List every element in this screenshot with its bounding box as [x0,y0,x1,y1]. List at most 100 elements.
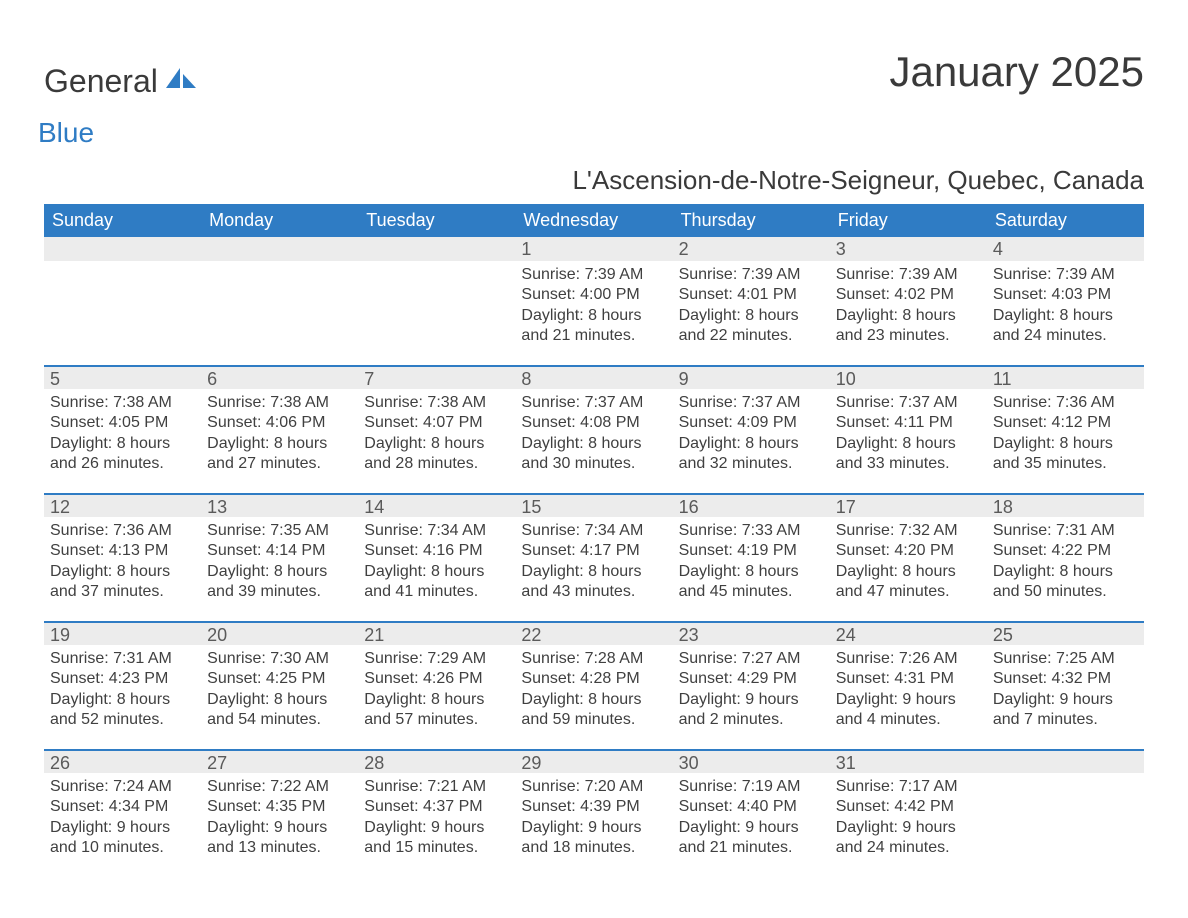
day-content: Sunrise: 7:36 AMSunset: 4:12 PMDaylight:… [987,389,1144,475]
day-number: 11 [987,365,1144,389]
day-content: Sunrise: 7:28 AMSunset: 4:28 PMDaylight:… [515,645,672,731]
day-number: 3 [830,237,987,261]
calendar-day-cell: 23Sunrise: 7:27 AMSunset: 4:29 PMDayligh… [673,621,830,749]
daylight-line-2: and 21 minutes. [521,326,666,346]
sunset-line: Sunset: 4:35 PM [207,797,352,817]
calendar-day-cell: 24Sunrise: 7:26 AMSunset: 4:31 PMDayligh… [830,621,987,749]
sunrise-line: Sunrise: 7:38 AM [50,393,195,413]
daylight-line-1: Daylight: 9 hours [207,818,352,838]
sunset-line: Sunset: 4:01 PM [679,285,824,305]
calendar-page: General Blue January 2025 L'Ascension-de… [0,0,1188,918]
sunrise-line: Sunrise: 7:17 AM [836,777,981,797]
daylight-line-1: Daylight: 8 hours [50,434,195,454]
daylight-line-2: and 30 minutes. [521,454,666,474]
calendar-day-cell: 10Sunrise: 7:37 AMSunset: 4:11 PMDayligh… [830,365,987,493]
day-number: 4 [987,237,1144,261]
calendar-day-cell: 20Sunrise: 7:30 AMSunset: 4:25 PMDayligh… [201,621,358,749]
calendar-day-cell: 6Sunrise: 7:38 AMSunset: 4:06 PMDaylight… [201,365,358,493]
sunrise-line: Sunrise: 7:32 AM [836,521,981,541]
day-content: Sunrise: 7:38 AMSunset: 4:06 PMDaylight:… [201,389,358,475]
weekday-header: Saturday [987,204,1144,237]
calendar-week-row: 19Sunrise: 7:31 AMSunset: 4:23 PMDayligh… [44,621,1144,749]
day-number: 8 [515,365,672,389]
logo: General Blue [44,48,200,147]
weekday-header: Friday [830,204,987,237]
weekday-header: Sunday [44,204,201,237]
calendar-day-cell: 13Sunrise: 7:35 AMSunset: 4:14 PMDayligh… [201,493,358,621]
sunrise-line: Sunrise: 7:39 AM [836,265,981,285]
day-content: Sunrise: 7:34 AMSunset: 4:16 PMDaylight:… [358,517,515,603]
day-number: 20 [201,621,358,645]
sunset-line: Sunset: 4:31 PM [836,669,981,689]
calendar-table: SundayMondayTuesdayWednesdayThursdayFrid… [44,204,1144,877]
daylight-line-1: Daylight: 8 hours [521,434,666,454]
logo-text-wrap: General Blue [44,64,200,147]
calendar-week-row: 1Sunrise: 7:39 AMSunset: 4:00 PMDaylight… [44,237,1144,365]
daylight-line-2: and 22 minutes. [679,326,824,346]
day-content: Sunrise: 7:39 AMSunset: 4:00 PMDaylight:… [515,261,672,347]
day-number: 7 [358,365,515,389]
sunrise-line: Sunrise: 7:27 AM [679,649,824,669]
day-number: 24 [830,621,987,645]
daylight-line-2: and 13 minutes. [207,838,352,858]
day-content: Sunrise: 7:36 AMSunset: 4:13 PMDaylight:… [44,517,201,603]
calendar-day-cell: 21Sunrise: 7:29 AMSunset: 4:26 PMDayligh… [358,621,515,749]
daylight-line-1: Daylight: 9 hours [679,690,824,710]
calendar-day-cell: 28Sunrise: 7:21 AMSunset: 4:37 PMDayligh… [358,749,515,877]
daylight-line-2: and 41 minutes. [364,582,509,602]
daylight-line-1: Daylight: 8 hours [993,434,1138,454]
daylight-line-2: and 27 minutes. [207,454,352,474]
weekday-header: Tuesday [358,204,515,237]
day-content: Sunrise: 7:39 AMSunset: 4:02 PMDaylight:… [830,261,987,347]
daylight-line-2: and 33 minutes. [836,454,981,474]
day-number: 1 [515,237,672,261]
page-title: January 2025 [889,48,1144,96]
calendar-day-cell [987,749,1144,877]
weekday-header-row: SundayMondayTuesdayWednesdayThursdayFrid… [44,204,1144,237]
calendar-day-cell: 25Sunrise: 7:25 AMSunset: 4:32 PMDayligh… [987,621,1144,749]
day-number: 22 [515,621,672,645]
day-number: 27 [201,749,358,773]
sunrise-line: Sunrise: 7:20 AM [521,777,666,797]
sunrise-line: Sunrise: 7:39 AM [521,265,666,285]
calendar-day-cell [358,237,515,365]
day-number [358,237,515,261]
sunrise-line: Sunrise: 7:19 AM [679,777,824,797]
daylight-line-1: Daylight: 8 hours [679,434,824,454]
daylight-line-1: Daylight: 9 hours [364,818,509,838]
daylight-line-1: Daylight: 8 hours [836,562,981,582]
daylight-line-2: and 59 minutes. [521,710,666,730]
weekday-header: Monday [201,204,358,237]
day-number: 31 [830,749,987,773]
weekday-header: Thursday [673,204,830,237]
sunrise-line: Sunrise: 7:30 AM [207,649,352,669]
day-number: 25 [987,621,1144,645]
sunrise-line: Sunrise: 7:28 AM [521,649,666,669]
calendar-day-cell: 7Sunrise: 7:38 AMSunset: 4:07 PMDaylight… [358,365,515,493]
sunset-line: Sunset: 4:40 PM [679,797,824,817]
daylight-line-1: Daylight: 8 hours [521,690,666,710]
daylight-line-2: and 54 minutes. [207,710,352,730]
calendar-week-row: 26Sunrise: 7:24 AMSunset: 4:34 PMDayligh… [44,749,1144,877]
day-number: 17 [830,493,987,517]
daylight-line-1: Daylight: 8 hours [993,306,1138,326]
daylight-line-1: Daylight: 8 hours [679,562,824,582]
sunset-line: Sunset: 4:42 PM [836,797,981,817]
sunrise-line: Sunrise: 7:31 AM [993,521,1138,541]
day-content: Sunrise: 7:37 AMSunset: 4:11 PMDaylight:… [830,389,987,475]
day-content: Sunrise: 7:38 AMSunset: 4:05 PMDaylight:… [44,389,201,475]
daylight-line-2: and 43 minutes. [521,582,666,602]
sunset-line: Sunset: 4:28 PM [521,669,666,689]
daylight-line-1: Daylight: 8 hours [679,306,824,326]
daylight-line-1: Daylight: 8 hours [993,562,1138,582]
calendar-day-cell: 22Sunrise: 7:28 AMSunset: 4:28 PMDayligh… [515,621,672,749]
day-content: Sunrise: 7:34 AMSunset: 4:17 PMDaylight:… [515,517,672,603]
calendar-day-cell: 29Sunrise: 7:20 AMSunset: 4:39 PMDayligh… [515,749,672,877]
day-number: 18 [987,493,1144,517]
day-content: Sunrise: 7:25 AMSunset: 4:32 PMDaylight:… [987,645,1144,731]
calendar-day-cell: 19Sunrise: 7:31 AMSunset: 4:23 PMDayligh… [44,621,201,749]
calendar-day-cell: 12Sunrise: 7:36 AMSunset: 4:13 PMDayligh… [44,493,201,621]
day-number: 6 [201,365,358,389]
sunrise-line: Sunrise: 7:35 AM [207,521,352,541]
day-number: 12 [44,493,201,517]
